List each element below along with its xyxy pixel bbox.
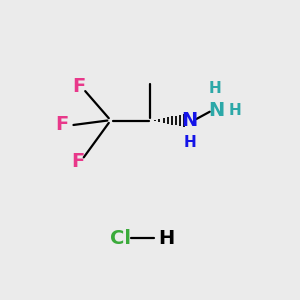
Text: F: F — [73, 77, 86, 96]
Text: H: H — [208, 81, 221, 96]
Text: H: H — [183, 135, 196, 150]
Text: H: H — [229, 103, 242, 118]
Text: N: N — [208, 101, 224, 120]
Text: F: F — [55, 116, 68, 134]
Text: F: F — [71, 152, 85, 171]
Text: Cl: Cl — [110, 229, 131, 248]
Text: N: N — [182, 111, 198, 130]
Text: H: H — [158, 229, 174, 248]
